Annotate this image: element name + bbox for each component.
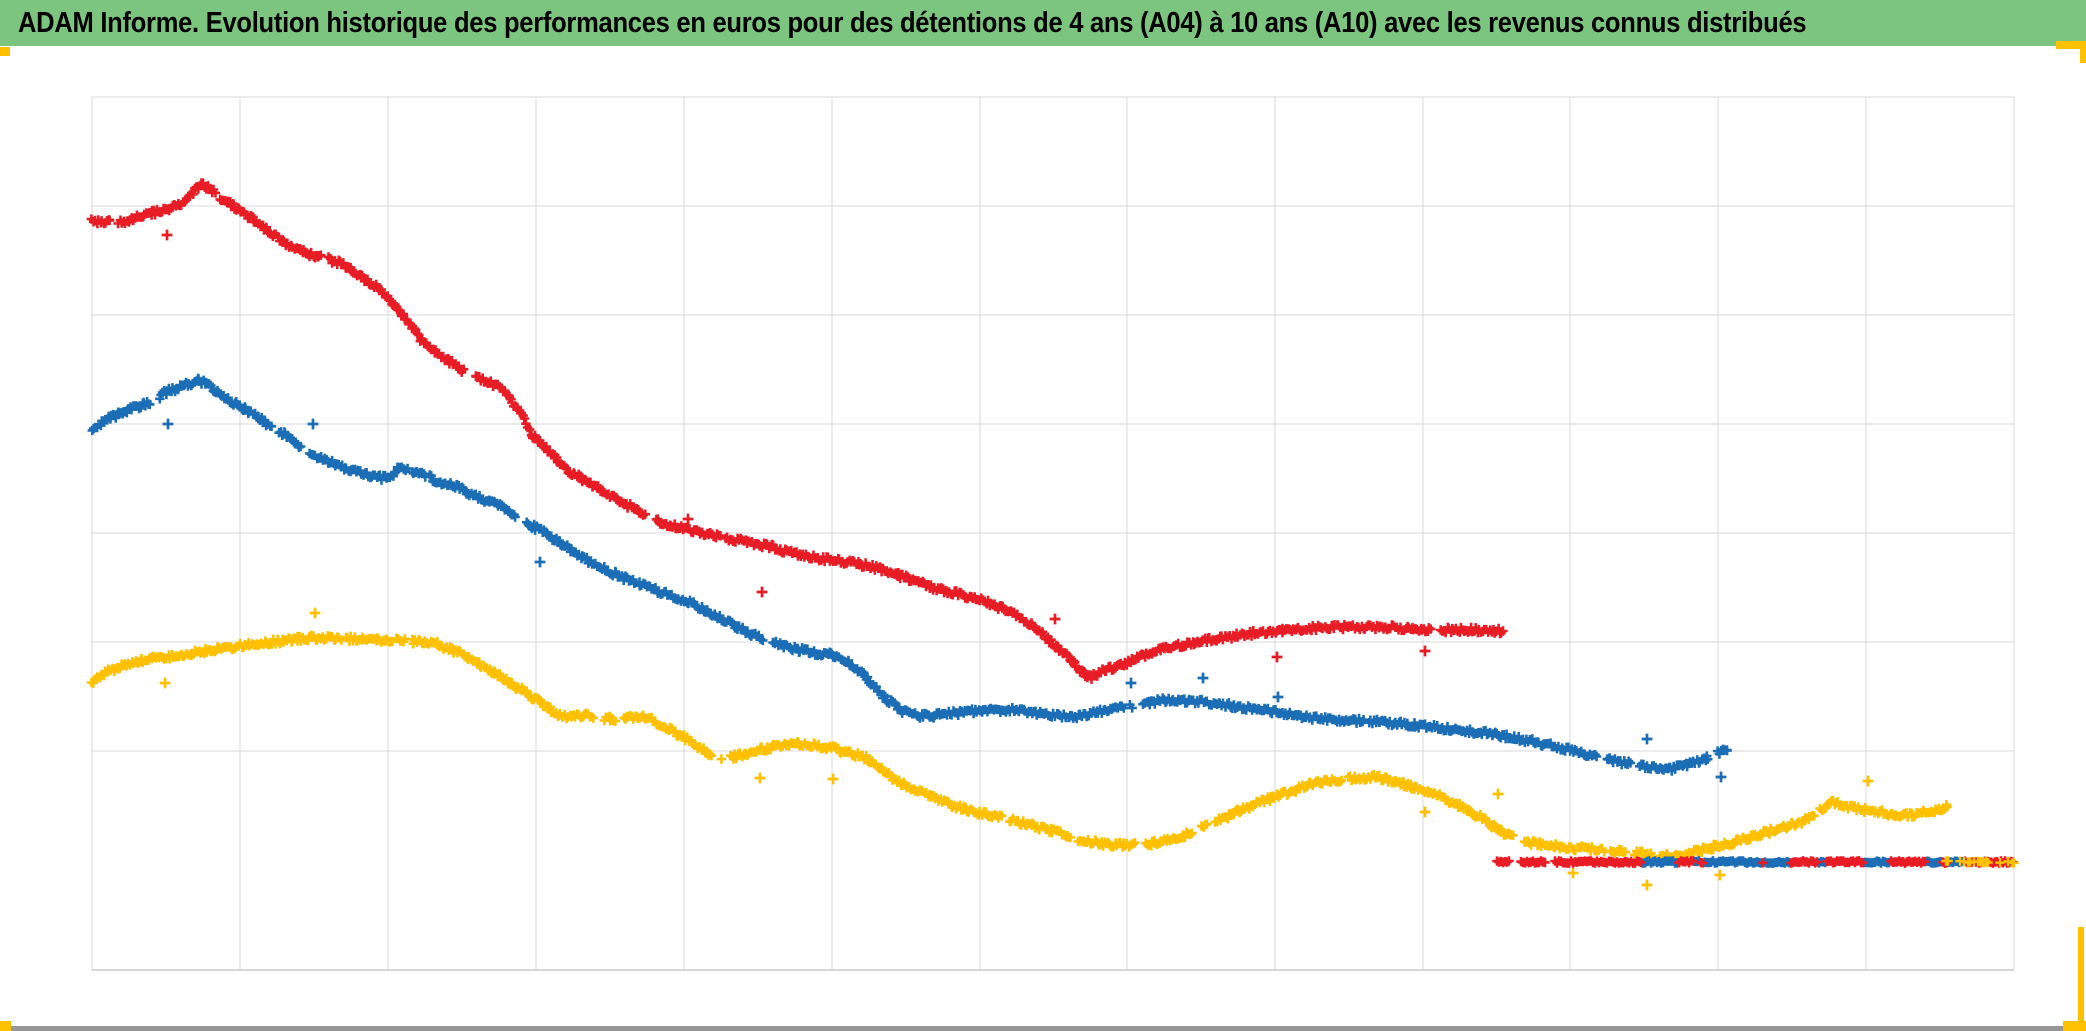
flat-segment-yellow-markers	[1941, 856, 2019, 868]
report-title-bar: ADAM Informe. Evolution historique des p…	[0, 0, 2086, 46]
corner-accent-top-right-vertical	[2080, 41, 2086, 63]
corner-accent-top-right-horizontal	[2056, 41, 2086, 49]
page-title: ADAM Informe. Evolution historique des p…	[18, 6, 1807, 39]
blue-series-outlier-markers	[162, 418, 1727, 783]
yellow-series-outlier-markers	[159, 607, 1874, 891]
red-series-outlier-markers	[161, 229, 1431, 663]
bottom-edge-bar	[11, 1026, 2083, 1031]
corner-accent-bottom-right-foot	[2063, 1021, 2086, 1031]
corner-accent-top-left	[0, 47, 10, 56]
yellow-series-markers	[86, 630, 1952, 863]
blue-series-markers	[87, 373, 1732, 776]
red-series-markers	[86, 178, 1508, 684]
corner-accent-bottom-right-vertical	[2078, 927, 2084, 1023]
corner-accent-bottom-left	[0, 1021, 11, 1031]
